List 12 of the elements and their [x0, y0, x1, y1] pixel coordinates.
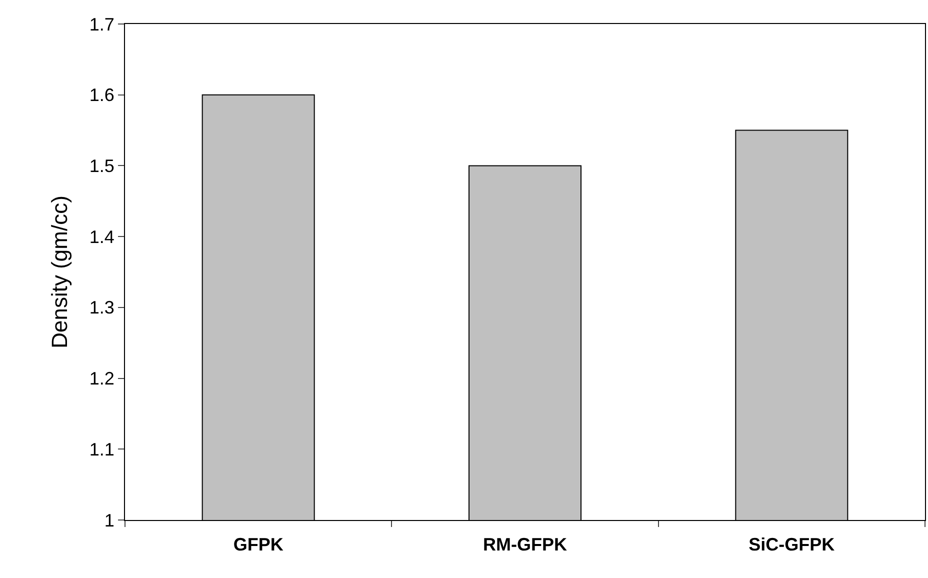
y-tick-label: 1.4 — [89, 226, 114, 247]
y-axis-title: Density (gm/cc) — [47, 196, 72, 348]
y-tick-label: 1.6 — [89, 85, 114, 106]
y-tick-label: 1.7 — [89, 14, 114, 34]
y-tick-label: 1 — [104, 510, 114, 530]
x-tick-label: GFPK — [233, 534, 284, 555]
y-tick-label: 1.2 — [89, 368, 114, 389]
y-tick-label: 1.3 — [89, 298, 114, 318]
x-tick-label: RM-GFPK — [483, 534, 567, 555]
y-tick-label: 1.5 — [89, 156, 114, 176]
x-tick-label: SiC-GFPK — [748, 534, 835, 555]
y-tick-label: 1.1 — [89, 439, 114, 460]
